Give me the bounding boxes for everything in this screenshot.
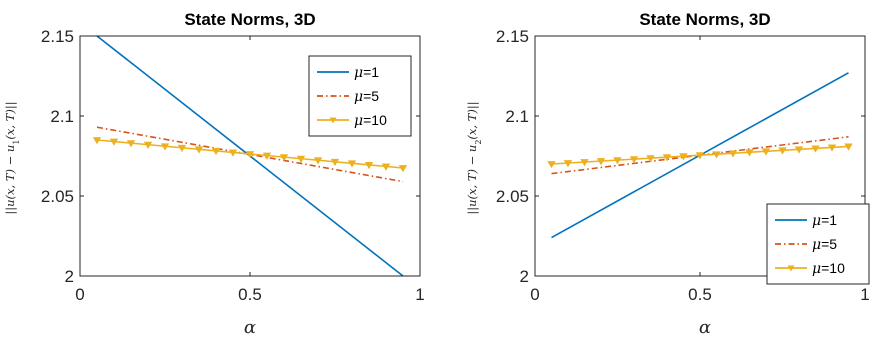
data-point <box>364 161 374 170</box>
data-point <box>629 156 639 164</box>
y-tick-label: 2.1 <box>50 107 74 126</box>
data-point <box>126 140 136 148</box>
data-point <box>262 152 272 160</box>
data-point <box>211 147 221 156</box>
legend: μ=1 μ=5 μ=10 <box>766 203 870 285</box>
y-tick-label: 2.15 <box>41 27 74 46</box>
legend-label: μ=10 <box>354 112 387 129</box>
data-point <box>728 150 738 158</box>
y-axis-label: ||u(x, T) − u1(x, T)|| <box>3 101 21 214</box>
x-axis-label: α <box>244 317 256 338</box>
legend-label: μ=5 <box>354 88 379 105</box>
data-point <box>160 143 170 151</box>
chart-title: State Norms, 3D <box>184 10 315 29</box>
data-point <box>695 152 705 160</box>
data-point <box>381 163 391 171</box>
data-point <box>563 160 573 168</box>
chart-right: State Norms, 3D 0 0.5 122.052.12.15μ=1μ=5μ… <box>465 10 870 338</box>
x-tick-label: 1 <box>860 285 869 304</box>
data-point <box>745 149 754 157</box>
legend-label: μ=1 <box>812 212 837 229</box>
data-point <box>844 143 853 151</box>
data-point <box>228 149 238 157</box>
data-point <box>811 145 820 153</box>
data-point <box>245 151 255 159</box>
legend-marker <box>787 265 795 272</box>
data-point <box>613 157 622 165</box>
data-point <box>794 146 804 154</box>
y-tick-label: 2 <box>520 267 529 286</box>
data-point <box>778 147 787 155</box>
data-point <box>92 137 102 145</box>
y-tick-label: 2.05 <box>41 187 74 206</box>
legend-marker <box>329 117 337 124</box>
x-tick-label: 1 <box>415 285 424 304</box>
x-tick-label: 0.5 <box>238 285 262 304</box>
data-point <box>109 138 119 146</box>
data-point <box>398 165 408 173</box>
data-point <box>712 151 721 159</box>
data-point <box>646 155 655 163</box>
y-tick-label: 2.1 <box>505 107 529 126</box>
data-point <box>177 144 187 153</box>
y-tick-label: 2.15 <box>496 27 529 46</box>
data-point <box>313 157 323 165</box>
data-point <box>194 146 204 154</box>
x-axis-label: α <box>699 317 711 338</box>
data-point <box>662 154 672 162</box>
data-point <box>330 158 340 167</box>
y-tick-label: 2 <box>65 267 74 286</box>
x-tick-label: 0 <box>75 285 84 304</box>
y-axis-label: ||u(x, T) − u2(x, T)|| <box>465 101 483 214</box>
legend-label: μ=10 <box>812 260 845 277</box>
data-point <box>679 153 688 161</box>
legend: μ=1 μ=5 μ=10 <box>308 55 412 137</box>
series-line-2 <box>96 126 404 183</box>
data-point <box>279 154 289 162</box>
data-point <box>761 148 771 156</box>
x-tick-label: 0.5 <box>688 285 712 304</box>
data-point <box>580 159 589 167</box>
chart-left: State Norms, 3D 0 0.5 122.052.12.15μ=1μ=5μ… <box>3 10 425 338</box>
legend-label: μ=5 <box>812 236 837 253</box>
y-tick-label: 2.05 <box>496 187 529 206</box>
data-point <box>347 160 357 168</box>
data-point <box>143 141 153 149</box>
data-point <box>596 158 606 166</box>
legend-label: μ=1 <box>354 64 379 81</box>
data-point <box>547 161 556 169</box>
x-tick-label: 0 <box>530 285 539 304</box>
chart-title: State Norms, 3D <box>639 10 770 29</box>
data-point <box>296 155 306 163</box>
data-point <box>827 144 837 152</box>
